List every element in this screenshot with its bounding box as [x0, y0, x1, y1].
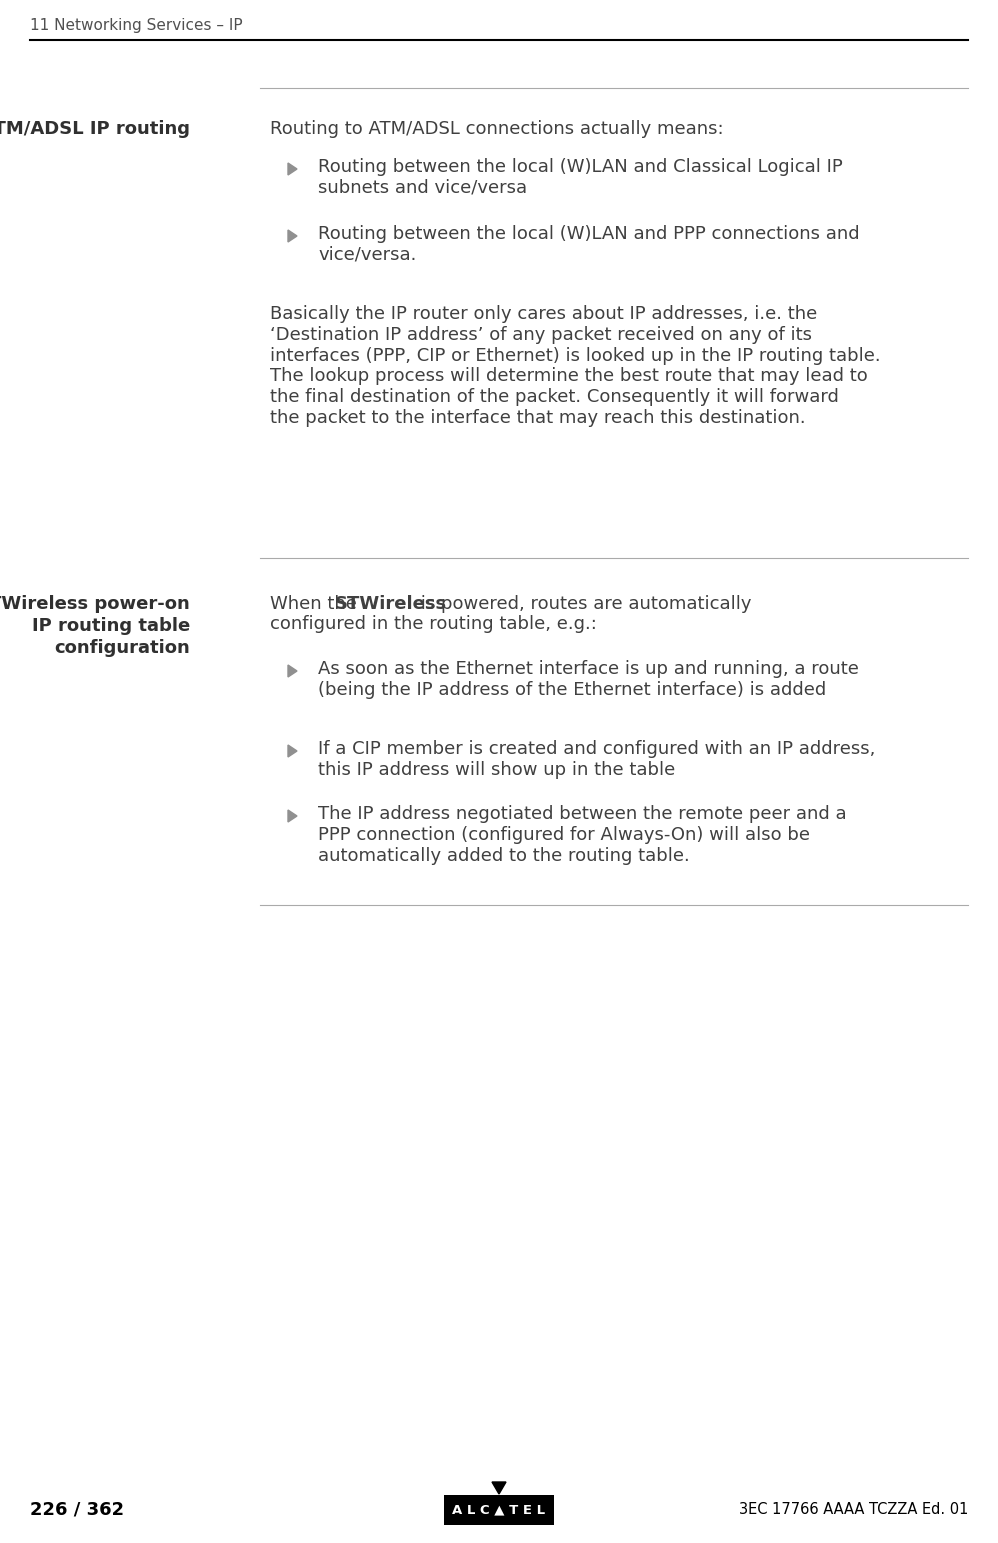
- Text: STWireless: STWireless: [334, 596, 447, 613]
- Text: A L C ▲ T E L: A L C ▲ T E L: [452, 1503, 546, 1517]
- Bar: [444, 1495, 554, 1524]
- Polygon shape: [288, 665, 297, 677]
- Text: 3EC 17766 AAAA TCZZA Ed. 01: 3EC 17766 AAAA TCZZA Ed. 01: [739, 1503, 968, 1517]
- Text: 226 / 362: 226 / 362: [30, 1501, 124, 1518]
- Text: configuration: configuration: [54, 639, 190, 657]
- Text: STWireless power-on: STWireless power-on: [0, 596, 190, 613]
- Polygon shape: [288, 230, 297, 242]
- Text: is powered, routes are automatically: is powered, routes are automatically: [415, 596, 751, 613]
- Text: When the: When the: [270, 596, 362, 613]
- Text: If a CIP member is created and configured with an IP address,
this IP address wi: If a CIP member is created and configure…: [318, 741, 875, 779]
- Text: 11 Networking Services – IP: 11 Networking Services – IP: [30, 19, 243, 32]
- Text: Routing between the local (W)LAN and PPP connections and
vice/versa.: Routing between the local (W)LAN and PPP…: [318, 225, 859, 264]
- Text: IP routing table: IP routing table: [32, 617, 190, 636]
- Text: Routing between the local (W)LAN and Classical Logical IP
subnets and vice/versa: Routing between the local (W)LAN and Cla…: [318, 157, 842, 198]
- Text: Basically the IP router only cares about IP addresses, i.e. the
‘Destination IP : Basically the IP router only cares about…: [270, 306, 880, 427]
- Polygon shape: [288, 745, 297, 758]
- Polygon shape: [492, 1481, 506, 1494]
- Text: Routing to ATM/ADSL connections actually means:: Routing to ATM/ADSL connections actually…: [270, 120, 724, 137]
- Text: ATM/ADSL IP routing: ATM/ADSL IP routing: [0, 120, 190, 137]
- Text: configured in the routing table, e.g.:: configured in the routing table, e.g.:: [270, 616, 597, 633]
- Polygon shape: [288, 810, 297, 822]
- Polygon shape: [288, 164, 297, 174]
- Text: The IP address negotiated between the remote peer and a
PPP connection (configur: The IP address negotiated between the re…: [318, 805, 846, 864]
- Text: As soon as the Ethernet interface is up and running, a route
(being the IP addre: As soon as the Ethernet interface is up …: [318, 660, 859, 699]
